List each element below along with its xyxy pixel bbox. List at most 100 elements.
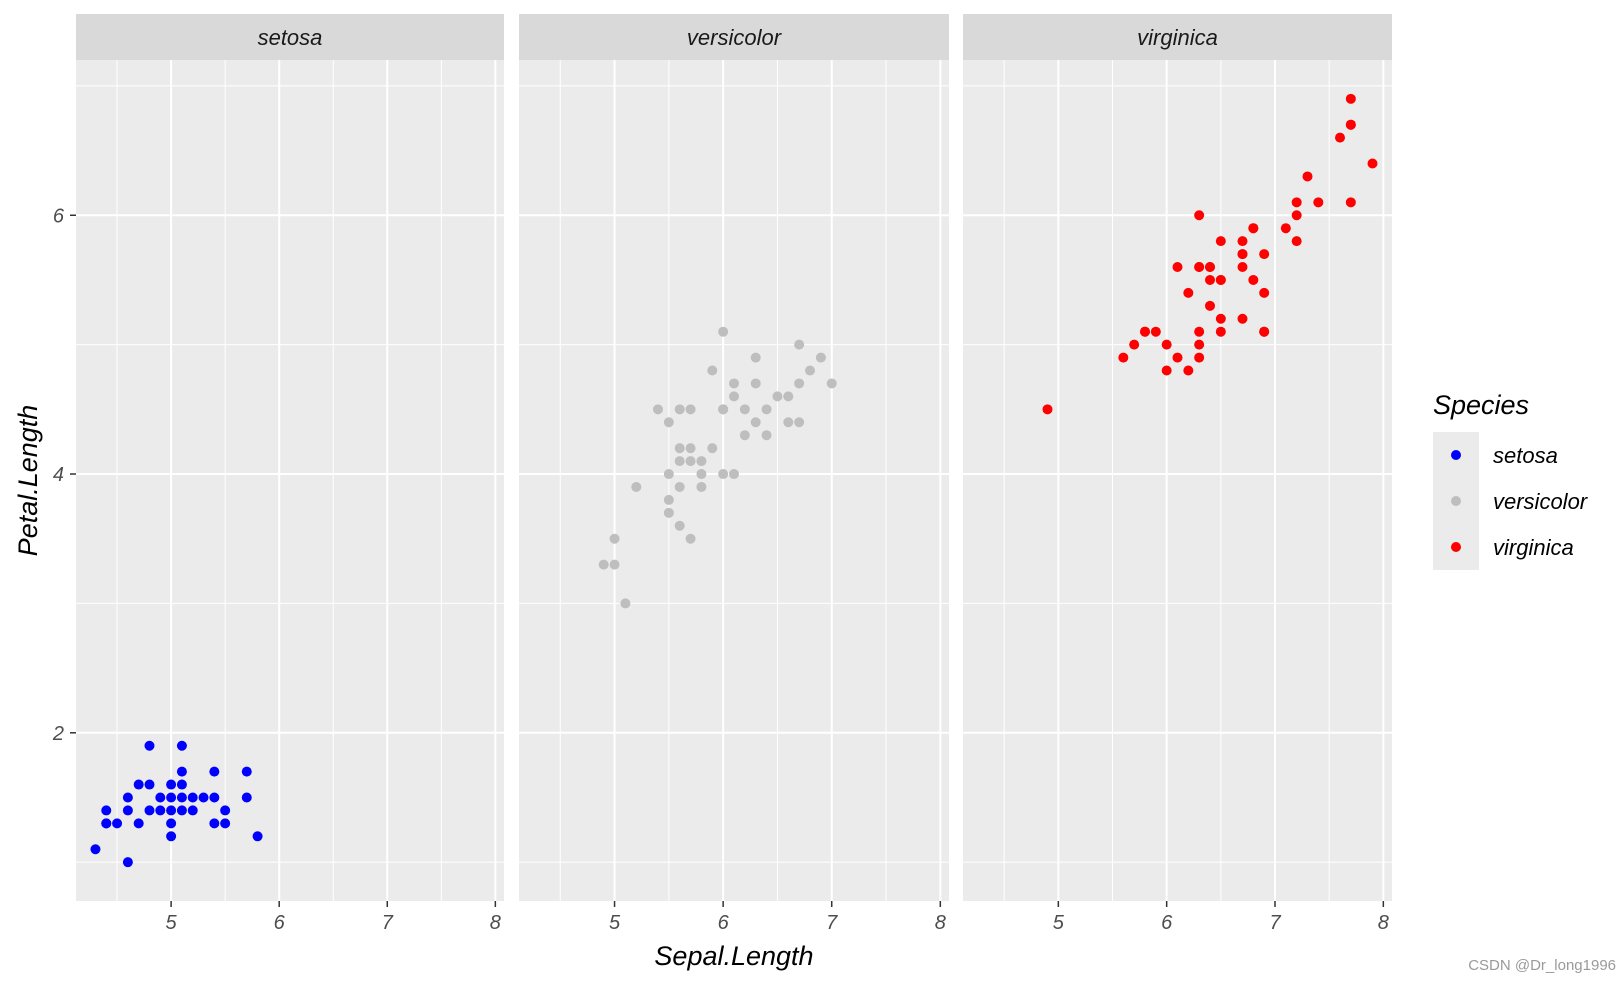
data-point-setosa — [122, 792, 133, 803]
data-point-setosa — [155, 805, 166, 816]
data-point-virginica — [1291, 210, 1302, 221]
data-point-versicolor — [718, 326, 729, 337]
x-tick-label: 6 — [1161, 912, 1173, 934]
facet-strip-versicolor — [519, 14, 949, 60]
data-point-versicolor — [783, 391, 794, 402]
data-point-setosa — [176, 805, 187, 816]
legend-swatch-virginica — [1451, 542, 1461, 552]
data-point-versicolor — [826, 378, 837, 389]
data-point-versicolor — [674, 456, 685, 467]
facet-strip-setosa — [76, 14, 504, 60]
data-point-versicolor — [783, 417, 794, 428]
data-point-versicolor — [663, 469, 674, 480]
data-point-versicolor — [739, 404, 750, 415]
x-tick-label: 5 — [609, 912, 621, 934]
data-point-virginica — [1291, 197, 1302, 208]
data-point-virginica — [1194, 339, 1205, 350]
data-point-setosa — [198, 792, 209, 803]
data-point-versicolor — [696, 481, 707, 492]
data-point-versicolor — [652, 404, 663, 415]
data-point-versicolor — [609, 559, 620, 570]
y-axis-title: Petal.Length — [13, 405, 43, 557]
data-point-setosa — [220, 818, 231, 829]
data-point-versicolor — [598, 559, 609, 570]
data-point-versicolor — [750, 417, 761, 428]
data-point-setosa — [166, 831, 177, 842]
data-point-setosa — [187, 805, 198, 816]
data-point-setosa — [101, 818, 112, 829]
data-point-versicolor — [674, 520, 685, 531]
data-point-virginica — [1291, 236, 1302, 247]
data-point-versicolor — [729, 469, 739, 480]
data-point-virginica — [1259, 287, 1270, 298]
x-tick-label: 8 — [490, 912, 501, 934]
watermark-text: CSDN @Dr_long1996 — [1468, 957, 1616, 974]
data-point-virginica — [1345, 93, 1356, 104]
data-point-setosa — [209, 792, 220, 803]
data-point-virginica — [1140, 326, 1150, 337]
data-point-versicolor — [805, 365, 816, 376]
data-point-versicolor — [685, 456, 696, 467]
x-tick-label: 7 — [1269, 912, 1281, 934]
data-point-setosa — [166, 805, 177, 816]
data-point-virginica — [1194, 210, 1205, 221]
x-tick-label: 8 — [1378, 912, 1389, 934]
data-point-versicolor — [707, 443, 718, 454]
data-point-virginica — [1215, 236, 1226, 247]
data-point-setosa — [133, 818, 144, 829]
data-point-virginica — [1118, 352, 1129, 363]
data-point-virginica — [1205, 262, 1215, 273]
legend-label-virginica: virginica — [1493, 535, 1574, 560]
data-point-virginica — [1172, 262, 1183, 273]
data-point-virginica — [1042, 404, 1053, 415]
data-point-virginica — [1205, 300, 1215, 311]
y-tick-label: 4 — [53, 464, 64, 486]
panel-background-setosa — [76, 60, 504, 901]
data-point-virginica — [1237, 262, 1248, 273]
data-point-virginica — [1313, 197, 1324, 208]
data-point-virginica — [1194, 326, 1205, 337]
facet-strip-virginica — [963, 14, 1392, 60]
data-point-versicolor — [609, 533, 620, 544]
data-point-setosa — [209, 818, 220, 829]
data-point-setosa — [252, 831, 263, 842]
legend-title: Species — [1433, 390, 1529, 420]
data-point-versicolor — [620, 598, 631, 609]
data-point-versicolor — [739, 430, 750, 441]
facet-strip-label-virginica: virginica — [1137, 25, 1218, 50]
data-point-versicolor — [794, 378, 805, 389]
data-point-virginica — [1194, 262, 1205, 273]
data-point-versicolor — [729, 391, 739, 402]
data-point-setosa — [241, 792, 252, 803]
data-point-setosa — [166, 818, 177, 829]
data-point-setosa — [176, 792, 187, 803]
data-point-virginica — [1280, 223, 1291, 234]
facet-panel-virginica: virginica 5 6 7 8 — [963, 14, 1392, 934]
legend-label-setosa: setosa — [1493, 443, 1558, 468]
data-point-versicolor — [772, 391, 783, 402]
data-point-virginica — [1237, 313, 1248, 324]
data-point-virginica — [1183, 287, 1194, 298]
data-point-setosa — [90, 844, 101, 855]
legend-swatch-versicolor — [1451, 496, 1461, 506]
panel-background-versicolor — [519, 60, 949, 901]
data-point-setosa — [101, 805, 112, 816]
x-tick-label: 5 — [1053, 912, 1065, 934]
data-point-virginica — [1248, 274, 1259, 285]
legend-swatch-setosa — [1451, 450, 1461, 460]
data-point-setosa — [187, 792, 198, 803]
data-point-versicolor — [685, 533, 696, 544]
data-point-versicolor — [663, 507, 674, 518]
data-point-virginica — [1259, 249, 1270, 260]
data-point-versicolor — [794, 339, 805, 350]
data-point-versicolor — [696, 456, 707, 467]
data-point-versicolor — [815, 352, 826, 363]
facet-panel-versicolor: versicolor 5 6 7 8 — [519, 14, 949, 934]
data-point-virginica — [1215, 274, 1226, 285]
data-point-setosa — [166, 779, 177, 790]
data-point-setosa — [112, 818, 123, 829]
data-point-virginica — [1215, 326, 1226, 337]
data-point-versicolor — [718, 469, 729, 480]
data-point-setosa — [220, 805, 231, 816]
data-point-virginica — [1129, 339, 1140, 350]
